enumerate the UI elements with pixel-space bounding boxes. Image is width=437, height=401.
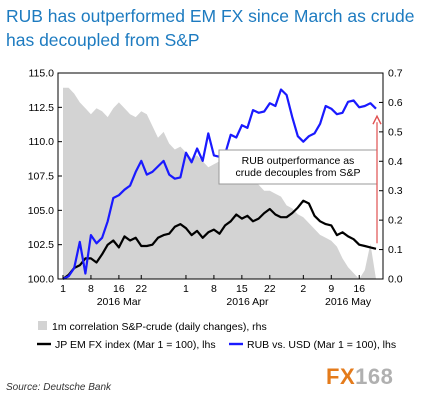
left-axis-tick-label: 112.5 [29,102,55,114]
x-axis-tick-label: 8 [211,283,217,295]
x-axis-month-label: 2016 Apr [226,296,269,308]
right-axis-tick-label: 0.5 [388,126,403,138]
legend-label-correlation: 1m correlation S&P-crude (daily changes)… [52,321,267,333]
right-axis-tick-label: 0.6 [388,97,403,109]
left-axis-tick-label: 100.0 [28,274,54,286]
right-axis-tick-label: 0.3 [388,185,403,197]
em-fx-index-line [62,199,377,280]
x-axis-tick-label: 2 [300,283,306,295]
left-axis-tick-label: 102.5 [28,239,54,251]
watermark-number: 168 [355,364,394,389]
x-axis-tick-label: 16 [113,283,125,295]
fx168-watermark: FX168 [326,364,393,390]
axis-ticks-layer [58,72,383,280]
x-axis-tick-label: 1 [60,283,66,295]
x-axis-month-label: 2016 May [325,296,372,308]
right-axis-tick-label: 0.4 [388,156,403,168]
outperformance-arrow-head [372,114,382,125]
x-axis-tick-label: 16 [353,283,365,295]
x-axis-month-label: 2016 Mar [97,296,142,308]
left-axis-tick-label: 105.0 [28,205,54,217]
left-axis-tick-label: 110.0 [29,136,55,148]
annotation-box [218,149,378,185]
x-axis-tick-label: 8 [88,283,94,295]
legend-label-rub: RUB vs. USD (Mar 1 = 100), lhs [247,339,396,351]
axis-labels-layer: 100.0 102.5 105.0 107.5 110.0 112.5 115.0 0.0 0.… [28,68,403,309]
x-axis-tick-label: 22 [264,283,276,295]
source-note: Source: Deutsche Bank [6,382,112,393]
right-axis-tick-label: 0.1 [388,244,403,256]
left-axis-tick-label: 115.0 [29,68,55,80]
x-axis-tick-label: 9 [328,283,334,295]
annotation-text-line: RUB outperformance as [242,155,355,167]
watermark-fx: FX [326,364,356,389]
right-axis-tick-label: 0.2 [388,215,403,227]
legend-layer: 1m correlation S&P-crude (daily changes)… [37,321,396,351]
x-axis-tick-label: 22 [135,283,147,295]
legend-marker-correlation [38,321,47,330]
left-axis-tick-label: 107.5 [28,171,54,183]
legend-label-em-fx: JP EM FX index (Mar 1 = 100), lhs [55,339,216,351]
x-axis-tick-label: 1 [183,283,189,295]
right-axis-tick-label: 0.0 [388,274,403,286]
annotation-text-line: crude decouples from S&P [236,167,361,179]
chart-title: RUB has outperformed EM FX since March a… [6,6,415,50]
right-axis-tick-label: 0.7 [388,68,403,80]
x-axis-tick-label: 15 [236,283,248,295]
